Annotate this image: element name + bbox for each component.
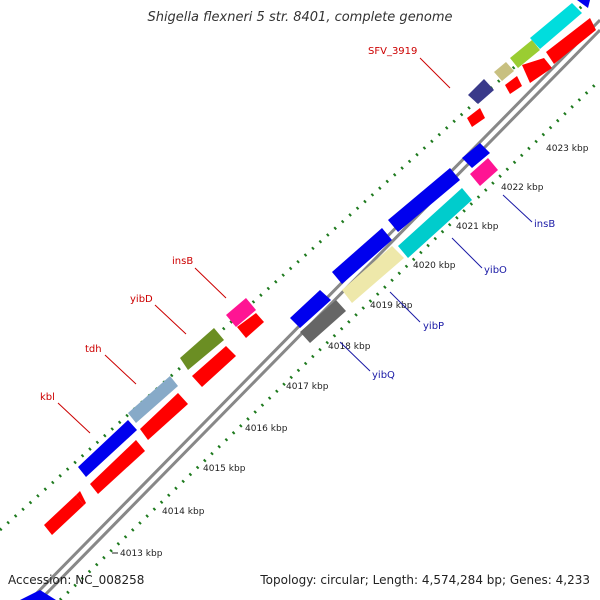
leader-line [154, 304, 187, 335]
accession-text: Accession: NC_008258 [8, 573, 145, 587]
genome-summary-text: Topology: circular; Length: 4,574,284 bp… [260, 573, 590, 587]
gene-arrow [462, 143, 490, 168]
gene-arrow-yibO [398, 188, 472, 258]
tick-label-4016: 4016 kbp [245, 424, 288, 434]
gene-arrow [90, 440, 145, 494]
leader-line [194, 267, 227, 299]
gene-arrow [388, 168, 460, 232]
gene-arrow-tdh [128, 376, 178, 423]
ruler-tick-labels: 4013 kbp 4014 kbp 4015 kbp 4016 kbp 4017… [120, 144, 589, 559]
forward-gene-labels: SFV_3919 insB yibD tdh kbl [40, 46, 451, 434]
gene-arrow [20, 590, 56, 600]
tick-label-4020: 4020 kbp [413, 261, 456, 271]
outer-dotted-guide [0, 0, 592, 532]
gene-label-yibO: yibO [484, 265, 507, 276]
map-title: Shigella flexneri 5 str. 8401, complete … [147, 10, 453, 25]
tick-label-4022: 4022 kbp [501, 183, 544, 193]
gene-arrow [44, 495, 84, 535]
leader-line [57, 402, 91, 434]
gene-arrow-yibQ [290, 290, 331, 328]
gene-arrow [510, 40, 540, 68]
gene-arrow [300, 300, 346, 343]
gene-label-insB-fwd: insB [172, 256, 193, 267]
gene-arrow [140, 393, 188, 440]
gene-label-yibQ: yibQ [372, 370, 395, 381]
gene-arrow [192, 346, 236, 387]
gene-arrow [332, 228, 392, 284]
gene-arrow [237, 313, 264, 338]
gene-label-kbl: kbl [40, 392, 55, 403]
forward-strand-genes [44, 0, 596, 535]
gene-label-SFV_3919: SFV_3919 [368, 46, 417, 57]
tick-label-4019: 4019 kbp [370, 301, 413, 311]
leader-line [502, 194, 533, 223]
gene-arrow [522, 58, 552, 83]
tick-label-4018: 4018 kbp [328, 342, 371, 352]
gene-arrow [467, 108, 485, 127]
gene-label-yibD: yibD [130, 294, 153, 305]
tick-label-4014: 4014 kbp [162, 507, 205, 517]
gene-arrow [546, 18, 596, 64]
tick-label-4017: 4017 kbp [286, 382, 329, 392]
gene-arrow [494, 62, 514, 81]
tick-label-4013: 4013 kbp [120, 549, 163, 559]
leader-line [419, 57, 451, 89]
gene-arrow [76, 491, 86, 505]
leader-line [451, 237, 483, 269]
gene-arrow [530, 3, 582, 49]
leader-line [104, 354, 137, 385]
gene-arrow-kbl [78, 420, 137, 477]
leader-line [339, 341, 371, 372]
gene-label-insB-rev: insB [534, 219, 555, 230]
tick-label-4023: 4023 kbp [546, 144, 589, 154]
gene-arrow-yibP [342, 246, 404, 303]
gene-arrow-insB-fwd [226, 298, 256, 327]
tick-label-4021: 4021 kbp [456, 222, 499, 232]
gene-arrow-insB-rev [470, 158, 498, 186]
gene-label-yibP: yibP [423, 321, 444, 332]
leader-line [389, 291, 421, 323]
tick-label-4015: 4015 kbp [203, 464, 246, 474]
inner-dotted-guide [58, 78, 600, 600]
gene-arrow [577, 0, 590, 8]
gene-arrow-SFV_3919 [468, 79, 494, 104]
reverse-strand-genes [20, 143, 498, 600]
gene-arrow [505, 76, 522, 94]
gene-label-tdh: tdh [85, 344, 102, 355]
reverse-gene-labels: insB yibO yibP yibQ [339, 194, 555, 381]
gene-arrow-yibD [180, 328, 224, 370]
